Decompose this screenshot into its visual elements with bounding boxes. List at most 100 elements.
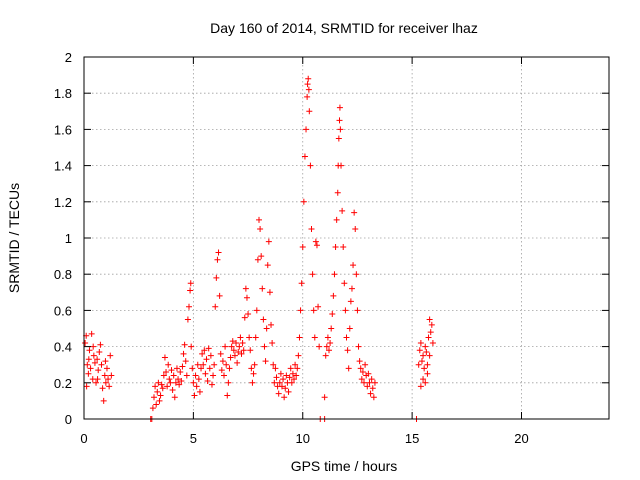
data-point bbox=[329, 311, 336, 318]
data-point bbox=[223, 361, 230, 368]
data-point bbox=[266, 289, 273, 296]
x-tick-label: 15 bbox=[405, 431, 419, 446]
data-point bbox=[226, 365, 233, 372]
data-point bbox=[245, 311, 252, 318]
data-point bbox=[369, 385, 376, 392]
data-point bbox=[303, 126, 310, 133]
data-point bbox=[299, 244, 306, 251]
data-point bbox=[322, 352, 329, 359]
data-point bbox=[96, 349, 103, 356]
data-point bbox=[330, 292, 337, 299]
data-point bbox=[161, 354, 168, 361]
data-point bbox=[172, 379, 179, 386]
data-point bbox=[83, 383, 90, 390]
data-point bbox=[424, 370, 431, 377]
y-tick-label: 2 bbox=[65, 50, 72, 65]
data-point bbox=[428, 321, 435, 328]
data-point bbox=[175, 376, 182, 383]
data-point bbox=[427, 329, 434, 336]
data-point bbox=[84, 361, 91, 368]
data-point bbox=[203, 356, 210, 363]
data-point bbox=[273, 374, 280, 381]
data-point bbox=[102, 379, 109, 386]
data-point bbox=[339, 207, 346, 214]
data-point bbox=[305, 86, 312, 93]
data-point bbox=[107, 352, 114, 359]
data-point bbox=[426, 316, 433, 323]
y-tick-label: 1.6 bbox=[54, 122, 72, 137]
data-point bbox=[418, 358, 425, 365]
data-point bbox=[367, 390, 374, 397]
data-point bbox=[219, 358, 226, 365]
data-point bbox=[251, 361, 258, 368]
data-point bbox=[243, 294, 250, 301]
data-point bbox=[301, 153, 308, 160]
data-point bbox=[256, 216, 262, 223]
y-axis-label: SRMTID / TECUs bbox=[6, 183, 22, 293]
data-point bbox=[101, 372, 108, 379]
data-point bbox=[300, 198, 307, 205]
data-point bbox=[422, 343, 429, 350]
data-point bbox=[163, 368, 170, 375]
data-point bbox=[361, 379, 367, 386]
data-point bbox=[307, 162, 314, 169]
chart-title: Day 160 of 2014, SRMTID for receiver lha… bbox=[210, 20, 478, 36]
data-point bbox=[268, 321, 275, 328]
data-point bbox=[222, 343, 229, 350]
data-point bbox=[180, 350, 187, 357]
data-point bbox=[200, 361, 207, 368]
data-point bbox=[286, 374, 293, 381]
data-point bbox=[100, 397, 107, 404]
data-point bbox=[253, 307, 260, 314]
data-point bbox=[334, 189, 341, 196]
x-tick-label: 5 bbox=[190, 431, 197, 446]
data-point bbox=[86, 347, 93, 354]
data-point bbox=[370, 394, 377, 401]
data-point bbox=[157, 392, 164, 399]
data-point bbox=[321, 394, 328, 401]
data-point bbox=[283, 372, 290, 379]
data-point bbox=[351, 209, 358, 216]
data-point bbox=[304, 81, 311, 88]
data-point bbox=[289, 370, 296, 377]
data-point bbox=[160, 372, 167, 379]
grid-lines bbox=[84, 57, 609, 419]
data-point bbox=[417, 383, 424, 390]
data-point bbox=[424, 361, 431, 368]
data-point bbox=[345, 365, 352, 372]
data-point bbox=[90, 352, 97, 359]
data-point bbox=[87, 365, 94, 372]
data-point bbox=[235, 349, 242, 356]
data-point bbox=[272, 365, 279, 372]
data-point bbox=[190, 379, 197, 386]
data-point bbox=[426, 352, 433, 359]
data-point bbox=[204, 377, 211, 384]
data-point bbox=[421, 365, 428, 372]
data-point bbox=[108, 372, 115, 379]
data-point bbox=[216, 292, 223, 299]
data-point bbox=[199, 350, 206, 357]
data-point bbox=[250, 370, 257, 377]
data-point bbox=[287, 365, 294, 372]
data-point bbox=[343, 334, 350, 341]
data-point bbox=[371, 379, 378, 386]
data-point bbox=[166, 376, 173, 383]
data-point bbox=[261, 343, 268, 350]
data-point bbox=[417, 339, 424, 346]
data-point bbox=[340, 244, 347, 251]
data-point bbox=[228, 343, 235, 350]
data-point bbox=[189, 365, 196, 372]
data-point bbox=[94, 376, 101, 383]
data-point bbox=[156, 397, 163, 404]
data-point bbox=[102, 358, 109, 365]
data-point bbox=[368, 376, 375, 383]
data-point bbox=[335, 135, 342, 142]
data-point bbox=[297, 307, 304, 314]
data-point bbox=[304, 93, 311, 100]
y-tick-label: 0.4 bbox=[54, 340, 72, 355]
data-point bbox=[296, 334, 303, 341]
data-point bbox=[241, 314, 248, 321]
data-point bbox=[198, 365, 205, 372]
